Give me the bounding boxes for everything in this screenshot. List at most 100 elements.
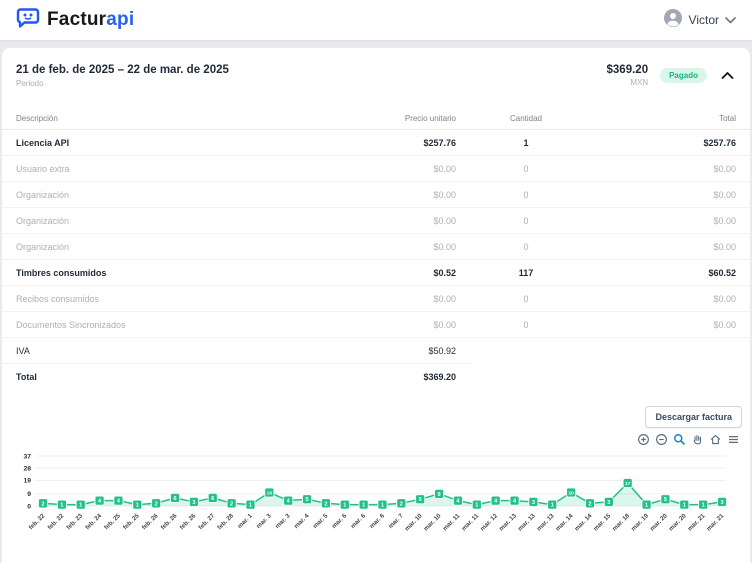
data-point-value: 4: [287, 499, 291, 505]
data-point-marker: [660, 494, 671, 505]
table-header-row: Descripción Precio unitario Cantidad Tot…: [2, 108, 750, 130]
data-point-marker: [94, 495, 105, 506]
data-point-marker: [566, 487, 577, 498]
x-tick-label: feb. 24: [84, 512, 103, 531]
y-tick-label: 28: [23, 466, 31, 473]
x-tick-label: feb. 22: [28, 512, 47, 531]
cell-description: Organización: [16, 241, 70, 252]
brand-name: Facturapi: [47, 9, 135, 30]
cell-description: Timbres consumidos: [16, 267, 107, 278]
column-header-descripcion: Descripción: [16, 114, 58, 123]
x-tick-label: mar. 13: [517, 512, 537, 532]
cell-total: $0.00: [713, 241, 736, 252]
column-header-cantidad: Cantidad: [509, 114, 543, 123]
zoom-in-icon[interactable]: [637, 433, 650, 446]
data-point-value: 1: [343, 503, 346, 509]
data-point-value: 17: [625, 481, 631, 487]
cell-description: IVA: [16, 346, 30, 356]
period-label: Periodo: [16, 79, 44, 88]
data-point-marker: [358, 499, 369, 510]
zoom-out-icon[interactable]: [655, 433, 668, 446]
data-point-value: 5: [419, 497, 422, 503]
data-point-marker: [415, 494, 426, 505]
data-point-value: 3: [720, 500, 723, 506]
x-tick-label: feb. 22: [46, 512, 65, 531]
facturapi-robot-icon: [16, 7, 40, 34]
box-zoom-icon[interactable]: [673, 433, 686, 446]
x-tick-label: mar. 1: [236, 512, 254, 530]
x-tick-label: mar. 21: [705, 512, 725, 532]
table-body: Licencia API $257.76 1 $257.76 Usuario extra…: [2, 130, 750, 390]
data-point-marker: [56, 499, 67, 510]
x-tick-label: mar. 11: [460, 512, 480, 532]
data-point-value: 2: [400, 501, 403, 507]
data-point-marker: [434, 488, 445, 499]
data-point-value: 10: [267, 490, 273, 496]
cell-description: Organización: [16, 215, 70, 226]
data-point-marker: [528, 496, 539, 507]
data-point-value: 3: [192, 500, 195, 506]
data-point-value: 3: [607, 500, 610, 506]
x-tick-label: mar. 20: [649, 512, 669, 532]
usage-chart[interactable]: 0 9 19 28 37 2 feb. 22 1 feb. 22 1 feb. 23 4 feb. 24…: [2, 446, 750, 557]
cell-description: Documentos Sincronizados: [16, 319, 126, 330]
x-tick-label: feb. 25: [103, 512, 122, 531]
chart-modebar: [2, 428, 750, 446]
data-point-value: 1: [645, 503, 648, 509]
cell-total: $60.52: [708, 267, 736, 278]
download-invoice-button[interactable]: Descargar factura: [645, 406, 742, 428]
data-point-marker: [169, 492, 181, 503]
user-menu[interactable]: Victor: [663, 8, 736, 33]
cell-description: Licencia API: [16, 137, 70, 148]
data-point-value: 1: [136, 503, 139, 509]
data-point-value: 1: [702, 503, 705, 509]
x-tick-label: mar. 13: [536, 512, 556, 532]
data-point-value: 1: [249, 503, 252, 509]
x-tick-label: mar. 14: [554, 512, 574, 532]
data-point-marker: [490, 495, 501, 506]
pan-hand-icon[interactable]: [691, 433, 704, 446]
x-tick-label: mar. 19: [630, 512, 650, 532]
x-tick-label: feb. 25: [122, 512, 141, 531]
data-point-marker: [471, 499, 482, 510]
table-row: Timbres consumidos $0.52 117 $60.52: [2, 260, 750, 286]
y-tick-label: 0: [27, 503, 31, 510]
data-point-marker: [132, 499, 143, 510]
cell-quantity: 0: [523, 319, 529, 330]
data-point-value: 4: [117, 499, 121, 505]
collapse-button[interactable]: [719, 69, 736, 82]
data-point-marker: [377, 499, 388, 510]
data-point-marker: [37, 498, 49, 509]
brand-logo[interactable]: Facturapi: [16, 7, 134, 34]
data-point-marker: [679, 499, 690, 510]
status-badge: Pagado: [660, 68, 707, 83]
table-row: Recibos consumidos $0.00 0 $0.00: [2, 286, 750, 312]
data-point-marker: [641, 499, 652, 510]
data-point-marker: [698, 499, 709, 510]
cell-unit-price: $369.20: [423, 372, 456, 382]
table-row: Organización $0.00 0 $0.00: [2, 208, 750, 234]
data-point-value: 1: [683, 503, 686, 509]
cell-unit-price: $0.00: [433, 293, 456, 304]
menu-icon[interactable]: [727, 433, 740, 446]
table-row: Usuario extra $0.00 0 $0.00: [2, 156, 750, 182]
home-icon[interactable]: [709, 433, 722, 446]
data-point-value: 2: [230, 501, 233, 507]
x-tick-label: mar. 6: [368, 512, 386, 530]
data-point-value: 2: [324, 501, 327, 507]
cell-quantity: 0: [523, 189, 529, 200]
period-summary: 21 de feb. de 2025 – 22 de mar. de 2025 …: [2, 60, 750, 98]
app-header: Facturapi Victor: [0, 0, 752, 40]
x-tick-label: feb. 23: [65, 512, 84, 531]
data-point-marker: [547, 499, 558, 510]
data-point-value: 4: [456, 499, 460, 505]
data-point-value: 1: [551, 503, 554, 509]
cell-unit-price: $257.76: [423, 137, 456, 148]
cell-unit-price: $0.00: [433, 319, 456, 330]
data-point-marker: [151, 498, 162, 509]
y-tick-label: 37: [23, 453, 31, 460]
x-tick-label: mar. 5: [312, 512, 330, 530]
cell-unit-price: $0.00: [433, 215, 456, 226]
x-tick-label: mar. 15: [592, 512, 612, 532]
x-tick-label: mar. 18: [611, 512, 631, 532]
